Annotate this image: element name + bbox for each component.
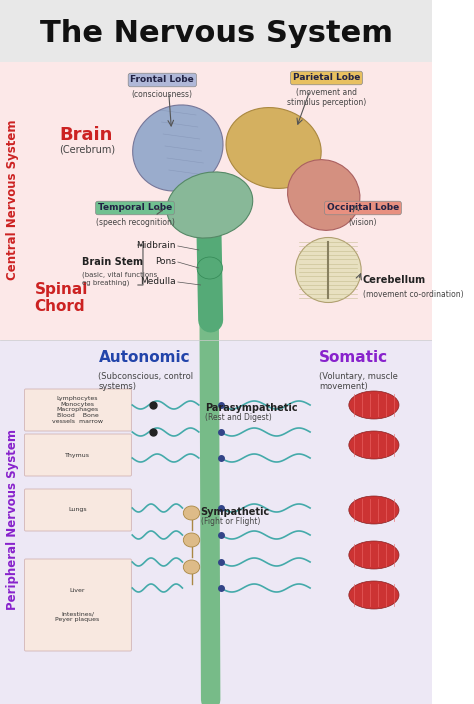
Text: (Subconscious, control
systems): (Subconscious, control systems) — [99, 372, 193, 391]
Ellipse shape — [183, 533, 200, 547]
Text: (movement co-ordination): (movement co-ordination) — [363, 290, 464, 299]
Text: Midbrain: Midbrain — [137, 241, 176, 251]
Text: (Rest and Digest): (Rest and Digest) — [205, 413, 272, 422]
Text: Pons: Pons — [155, 258, 176, 267]
Text: (Fight or Flight): (Fight or Flight) — [201, 517, 260, 527]
Text: Frontal Lobe: Frontal Lobe — [130, 75, 194, 84]
Text: Liver



Intestines/
Peyer plaques: Liver Intestines/ Peyer plaques — [55, 588, 100, 622]
Text: The Nervous System: The Nervous System — [40, 18, 392, 47]
Ellipse shape — [349, 391, 399, 419]
Ellipse shape — [349, 496, 399, 524]
Text: Sympathetic: Sympathetic — [201, 507, 270, 517]
Text: (Voluntary, muscle
movement): (Voluntary, muscle movement) — [319, 372, 398, 391]
Ellipse shape — [133, 105, 223, 191]
Text: Cerebellum: Cerebellum — [363, 275, 426, 285]
Ellipse shape — [349, 581, 399, 609]
FancyBboxPatch shape — [25, 559, 131, 651]
FancyBboxPatch shape — [0, 62, 432, 340]
Text: (Cerebrum): (Cerebrum) — [59, 145, 115, 155]
Ellipse shape — [349, 541, 399, 569]
Text: Medulla: Medulla — [140, 277, 176, 287]
Ellipse shape — [183, 560, 200, 574]
Text: Brain Stem: Brain Stem — [82, 257, 143, 267]
Text: Central Nervous System: Central Nervous System — [6, 120, 19, 280]
Ellipse shape — [288, 160, 360, 230]
Text: Parietal Lobe: Parietal Lobe — [293, 73, 360, 82]
FancyBboxPatch shape — [0, 340, 432, 704]
Text: Lungs: Lungs — [68, 508, 87, 513]
Ellipse shape — [183, 506, 200, 520]
Text: Autonomic: Autonomic — [99, 351, 190, 365]
Text: Temporal Lobe: Temporal Lobe — [98, 203, 172, 213]
Text: Peripheral Nervous System: Peripheral Nervous System — [6, 429, 19, 610]
Ellipse shape — [167, 172, 253, 238]
Text: Spinal
Chord: Spinal Chord — [35, 282, 88, 314]
Text: (movement and
stimulus perception): (movement and stimulus perception) — [287, 88, 366, 108]
Ellipse shape — [226, 108, 321, 189]
Text: Thymus: Thymus — [65, 453, 90, 458]
Ellipse shape — [349, 431, 399, 459]
FancyBboxPatch shape — [25, 434, 131, 476]
Text: (vision): (vision) — [349, 218, 377, 227]
Ellipse shape — [197, 257, 222, 279]
FancyBboxPatch shape — [25, 489, 131, 531]
Text: Somatic: Somatic — [319, 351, 388, 365]
Text: (consciousness): (consciousness) — [132, 90, 193, 99]
Text: Occipital Lobe: Occipital Lobe — [327, 203, 399, 213]
Text: (speech recognition): (speech recognition) — [96, 218, 174, 227]
Text: Brain: Brain — [59, 126, 113, 144]
Ellipse shape — [295, 237, 361, 303]
FancyBboxPatch shape — [25, 389, 131, 431]
Text: (basic, vital functions
eg breathing): (basic, vital functions eg breathing) — [82, 272, 157, 286]
Text: Lymphocytes
Monocytes
Macrophages
Blood    Bone
vessels  marrow: Lymphocytes Monocytes Macrophages Blood … — [52, 396, 103, 424]
Text: Parasympathetic: Parasympathetic — [205, 403, 298, 413]
FancyBboxPatch shape — [0, 0, 432, 62]
